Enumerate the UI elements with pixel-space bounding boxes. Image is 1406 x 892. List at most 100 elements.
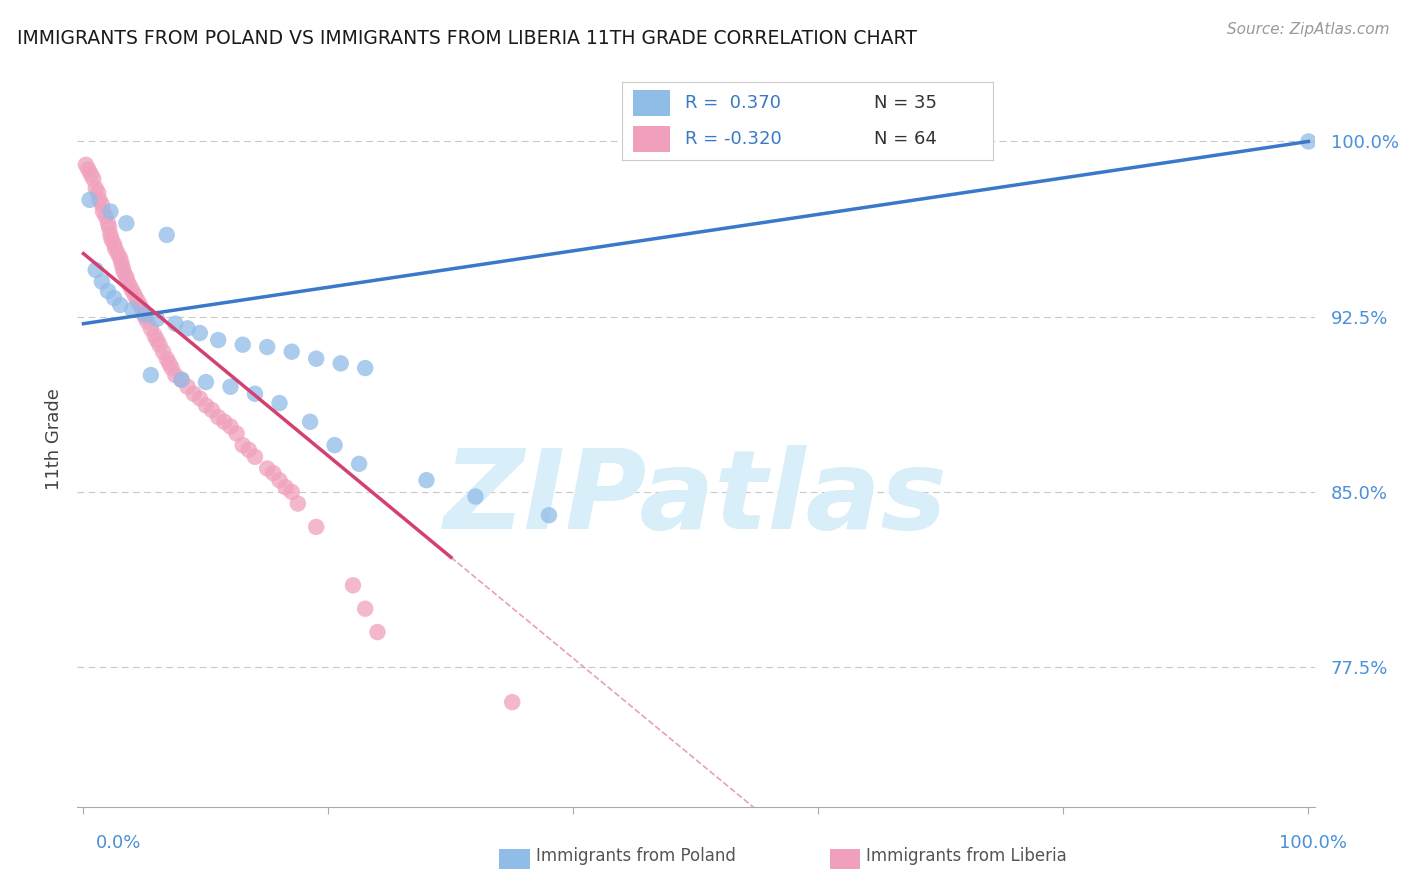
Point xyxy=(183,386,205,401)
Point xyxy=(100,227,122,242)
Point xyxy=(170,373,193,387)
Point xyxy=(238,442,260,457)
Point xyxy=(176,380,198,394)
Point xyxy=(354,601,377,615)
Point xyxy=(207,333,229,347)
Point xyxy=(501,695,523,709)
Point xyxy=(329,356,352,370)
Point xyxy=(269,396,291,410)
Point xyxy=(305,351,328,366)
Point xyxy=(280,344,302,359)
Text: Source: ZipAtlas.com: Source: ZipAtlas.com xyxy=(1226,22,1389,37)
Point xyxy=(188,326,211,340)
Point xyxy=(256,461,278,475)
Point xyxy=(219,419,242,434)
Point xyxy=(75,158,97,172)
Point xyxy=(146,312,169,326)
Point xyxy=(108,252,131,266)
Y-axis label: 11th Grade: 11th Grade xyxy=(45,388,63,491)
Point xyxy=(139,321,162,335)
Point xyxy=(90,197,112,211)
Point xyxy=(157,356,180,370)
Point xyxy=(103,291,125,305)
Text: Immigrants from Poland: Immigrants from Poland xyxy=(536,847,735,865)
Point xyxy=(77,162,100,177)
Point xyxy=(143,328,166,343)
Point xyxy=(117,275,139,289)
Point xyxy=(112,265,135,279)
Point xyxy=(103,237,125,252)
Point xyxy=(415,473,437,487)
Point xyxy=(110,256,132,270)
Point xyxy=(156,227,179,242)
Point xyxy=(243,450,266,464)
Point xyxy=(354,361,377,376)
Point xyxy=(347,457,370,471)
Point xyxy=(243,386,266,401)
Point xyxy=(176,321,198,335)
Point xyxy=(201,403,224,417)
Text: ZIPatlas: ZIPatlas xyxy=(444,445,948,551)
Point xyxy=(84,263,107,277)
Point xyxy=(136,314,159,328)
Point xyxy=(160,361,183,376)
Point xyxy=(299,415,322,429)
Point xyxy=(274,480,297,494)
Point xyxy=(323,438,346,452)
Point xyxy=(214,415,236,429)
Point xyxy=(97,284,120,298)
Point xyxy=(89,193,111,207)
Point xyxy=(342,578,364,592)
Text: 100.0%: 100.0% xyxy=(1279,834,1347,852)
Point xyxy=(194,399,217,413)
Point xyxy=(118,279,141,293)
Point xyxy=(152,344,174,359)
Point xyxy=(91,204,114,219)
Point xyxy=(537,508,560,523)
Point xyxy=(128,298,150,312)
Text: IMMIGRANTS FROM POLAND VS IMMIGRANTS FROM LIBERIA 11TH GRADE CORRELATION CHART: IMMIGRANTS FROM POLAND VS IMMIGRANTS FRO… xyxy=(17,29,917,47)
Point xyxy=(134,310,156,324)
Point xyxy=(280,484,302,499)
Point xyxy=(232,337,254,351)
Point xyxy=(121,302,143,317)
Point xyxy=(165,368,187,382)
Point xyxy=(194,375,217,389)
Text: Immigrants from Liberia: Immigrants from Liberia xyxy=(866,847,1067,865)
Point xyxy=(256,340,278,354)
Point xyxy=(107,246,129,260)
Point xyxy=(82,171,104,186)
Point xyxy=(115,216,138,230)
Point xyxy=(111,260,134,275)
Point xyxy=(121,284,143,298)
Point xyxy=(80,167,103,181)
Point xyxy=(269,473,291,487)
Point xyxy=(464,490,486,504)
Point xyxy=(115,269,138,284)
Point xyxy=(305,520,328,534)
Point xyxy=(156,351,179,366)
Point xyxy=(124,288,146,302)
Point xyxy=(148,337,170,351)
Point xyxy=(1298,135,1320,149)
Point xyxy=(90,275,112,289)
Point xyxy=(219,380,242,394)
Point xyxy=(131,302,153,317)
Point xyxy=(225,426,247,441)
Point xyxy=(146,333,169,347)
Point xyxy=(97,216,120,230)
Point xyxy=(139,368,162,382)
Point xyxy=(127,293,149,308)
Text: 0.0%: 0.0% xyxy=(96,834,141,852)
Point xyxy=(232,438,254,452)
Point xyxy=(100,233,122,247)
Point xyxy=(98,220,121,235)
Point xyxy=(84,181,107,195)
Point xyxy=(262,466,284,480)
Point xyxy=(170,373,193,387)
Point xyxy=(207,410,229,425)
Point xyxy=(100,204,122,219)
Point xyxy=(79,193,101,207)
Point xyxy=(188,392,211,406)
Point xyxy=(108,298,131,312)
